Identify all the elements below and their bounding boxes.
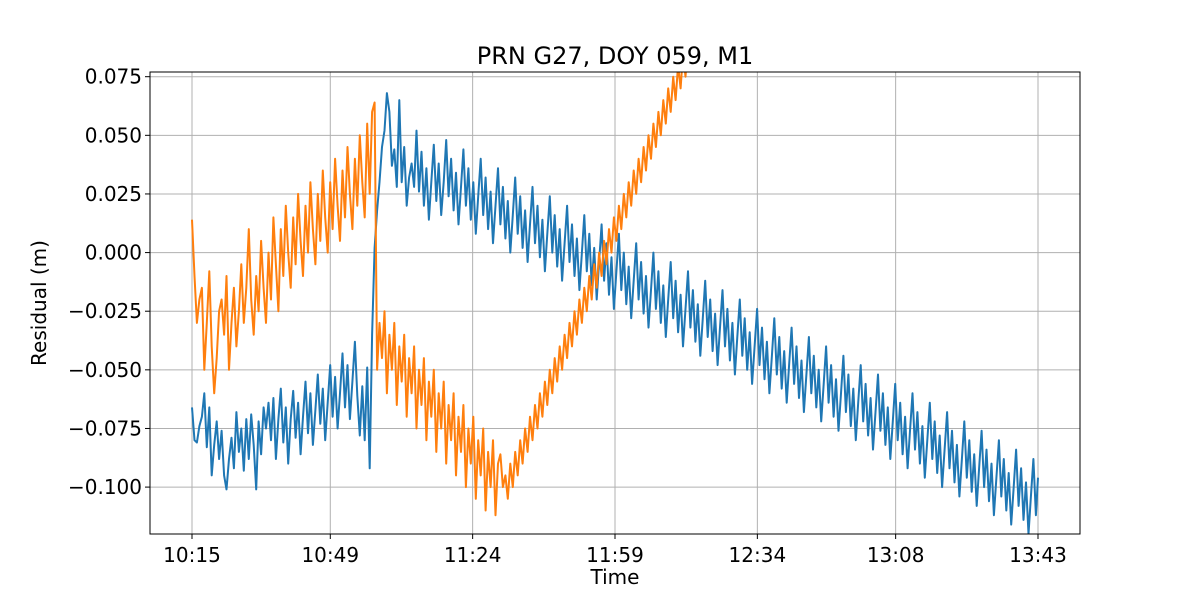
y-tick-label: 0.025 bbox=[85, 182, 142, 206]
y-tick-label: 0.050 bbox=[85, 123, 142, 147]
y-tick-label: −0.075 bbox=[68, 416, 142, 440]
y-tick-label: −0.050 bbox=[68, 358, 142, 382]
x-tick-label: 11:24 bbox=[444, 543, 502, 567]
y-tick-label: −0.100 bbox=[68, 475, 142, 499]
x-tick-label: 10:49 bbox=[301, 543, 359, 567]
y-tick-label: 0.000 bbox=[85, 241, 142, 265]
x-tick-label: 10:15 bbox=[163, 543, 221, 567]
x-tick-label: 13:08 bbox=[867, 543, 925, 567]
series-orange-line bbox=[191, 72, 687, 517]
x-tick-label: 13:43 bbox=[1009, 543, 1067, 567]
x-tick-label: 12:34 bbox=[729, 543, 787, 567]
ticks: 0.075 0.050 0.025 0.000 −0.025 −0.050 −0.075 −0… bbox=[68, 65, 1067, 567]
chart-title: PRN G27, DOY 059, M1 bbox=[477, 42, 754, 70]
series-blue-line bbox=[191, 92, 1039, 534]
y-tick-label: −0.025 bbox=[68, 299, 142, 323]
y-axis-label: Residual (m) bbox=[27, 240, 51, 366]
x-tick-label: 11:59 bbox=[586, 543, 644, 567]
x-axis-label: Time bbox=[590, 565, 640, 589]
y-tick-label: 0.075 bbox=[85, 65, 142, 89]
series-lines bbox=[191, 72, 1039, 534]
grid bbox=[150, 72, 1080, 534]
